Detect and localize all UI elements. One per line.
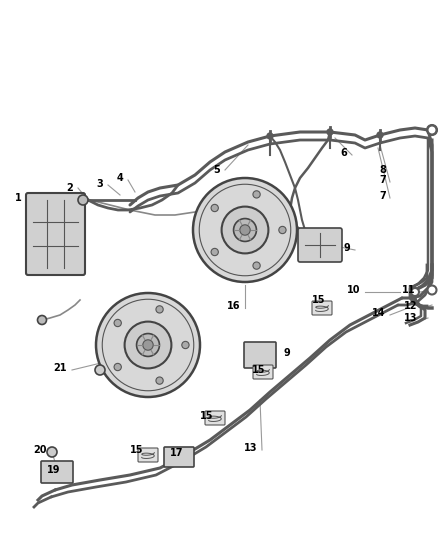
FancyBboxPatch shape: [164, 447, 194, 467]
Text: 20: 20: [33, 445, 47, 455]
Text: 10: 10: [346, 285, 360, 295]
FancyBboxPatch shape: [312, 301, 332, 315]
Circle shape: [427, 125, 437, 135]
Text: 6: 6: [340, 148, 347, 158]
Text: 17: 17: [170, 448, 183, 458]
Text: 3: 3: [96, 179, 103, 189]
Circle shape: [114, 364, 121, 370]
FancyBboxPatch shape: [205, 411, 225, 425]
Circle shape: [114, 319, 121, 327]
Text: 9: 9: [343, 243, 350, 253]
Circle shape: [47, 447, 57, 457]
Circle shape: [211, 248, 219, 256]
Text: 9: 9: [283, 348, 290, 358]
Circle shape: [222, 207, 268, 253]
Circle shape: [137, 334, 159, 357]
Text: 19: 19: [46, 465, 60, 475]
Text: 15: 15: [251, 365, 265, 375]
Text: 7: 7: [379, 191, 386, 201]
FancyBboxPatch shape: [41, 461, 73, 483]
Text: 15: 15: [311, 295, 325, 305]
Text: 12: 12: [403, 301, 417, 311]
Circle shape: [211, 204, 219, 212]
Circle shape: [143, 340, 153, 350]
Circle shape: [95, 365, 105, 375]
Text: 14: 14: [371, 308, 385, 318]
Text: 21: 21: [53, 363, 67, 373]
Text: 2: 2: [66, 183, 73, 193]
Circle shape: [124, 321, 171, 368]
Text: 16: 16: [226, 301, 240, 311]
Circle shape: [327, 129, 333, 135]
Circle shape: [253, 191, 260, 198]
FancyBboxPatch shape: [253, 365, 273, 379]
Circle shape: [38, 316, 46, 325]
Circle shape: [233, 219, 256, 241]
Text: 7: 7: [379, 175, 386, 185]
FancyBboxPatch shape: [138, 448, 158, 462]
Text: 1: 1: [15, 193, 22, 203]
Text: 13: 13: [244, 443, 257, 453]
Circle shape: [279, 227, 286, 233]
FancyBboxPatch shape: [298, 228, 342, 262]
Circle shape: [156, 377, 163, 384]
Circle shape: [193, 178, 297, 282]
Circle shape: [267, 133, 273, 139]
Circle shape: [253, 262, 260, 269]
Text: 15: 15: [130, 445, 143, 455]
Text: 8: 8: [379, 165, 386, 175]
Circle shape: [427, 286, 437, 295]
FancyBboxPatch shape: [244, 342, 276, 368]
Text: 11: 11: [402, 285, 415, 295]
Circle shape: [411, 288, 419, 296]
Circle shape: [182, 341, 189, 349]
FancyBboxPatch shape: [26, 193, 85, 275]
Circle shape: [78, 195, 88, 205]
Text: 15: 15: [199, 411, 213, 421]
Circle shape: [156, 306, 163, 313]
Circle shape: [427, 125, 437, 134]
Circle shape: [377, 132, 383, 138]
Text: 13: 13: [403, 313, 417, 323]
Circle shape: [240, 225, 250, 235]
Text: 4: 4: [116, 173, 123, 183]
Circle shape: [96, 293, 200, 397]
Text: 5: 5: [213, 165, 220, 175]
